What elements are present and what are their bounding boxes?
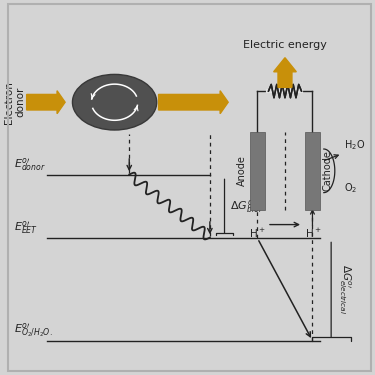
Text: Anode: Anode <box>237 155 247 186</box>
Text: $E^{o\prime}_{O_2/H_2O.}$: $E^{o\prime}_{O_2/H_2O.}$ <box>14 321 52 339</box>
Text: $\Delta G^{o\prime}_{electrical}$: $\Delta G^{o\prime}_{electrical}$ <box>337 264 352 315</box>
FancyArrow shape <box>159 91 228 114</box>
Text: Electron
donor: Electron donor <box>4 81 26 124</box>
Text: $E^{o\prime}_{donor}$: $E^{o\prime}_{donor}$ <box>14 156 46 172</box>
Bar <box>250 132 265 210</box>
FancyArrow shape <box>27 91 65 114</box>
FancyArrow shape <box>274 58 296 87</box>
Text: H$^+$: H$^+$ <box>306 226 322 240</box>
Bar <box>305 132 320 210</box>
Text: H$_2$O: H$_2$O <box>344 138 365 152</box>
Text: Cathode: Cathode <box>323 150 333 191</box>
Text: $\Delta G^{o\prime}_{biol}$: $\Delta G^{o\prime}_{biol}$ <box>230 198 262 214</box>
Text: O$_2$: O$_2$ <box>344 181 357 195</box>
Ellipse shape <box>72 74 157 130</box>
Text: Electric energy: Electric energy <box>243 40 327 50</box>
Text: H$^+$: H$^+$ <box>249 226 265 240</box>
Text: $E^{o\prime}_{EET}$: $E^{o\prime}_{EET}$ <box>14 219 38 236</box>
